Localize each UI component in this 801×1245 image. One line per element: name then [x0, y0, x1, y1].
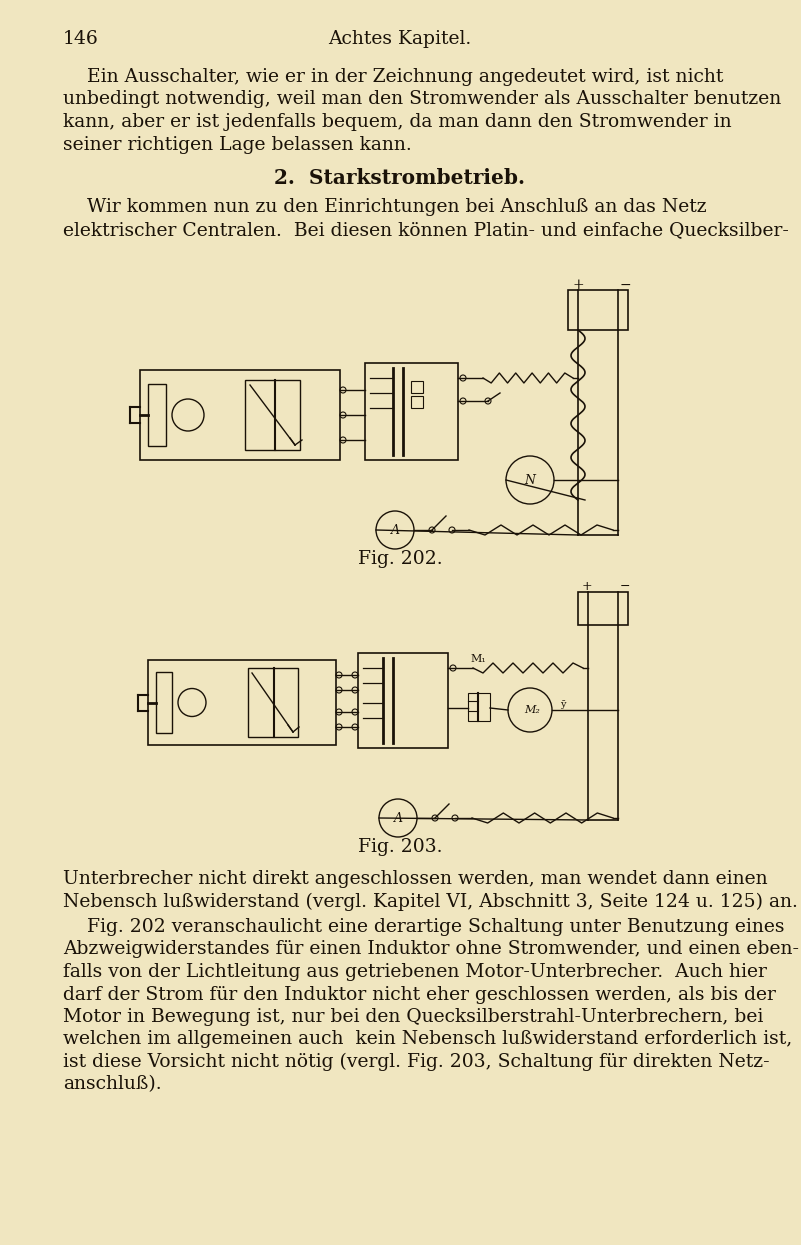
Text: seiner richtigen Lage belassen kann.: seiner richtigen Lage belassen kann. [63, 136, 412, 153]
Text: elektrischer Centralen.  Bei diesen können Platin- und einfache Quecksilber-: elektrischer Centralen. Bei diesen könne… [63, 222, 789, 239]
Text: ist diese Vorsicht nicht nötig (vergl. Fig. 203, Schaltung für direkten Netz-: ist diese Vorsicht nicht nötig (vergl. F… [63, 1053, 770, 1071]
Text: A: A [393, 812, 402, 824]
Bar [140, 370, 340, 459]
Text: Motor in Bewegung ist, nur bei den Quecksilberstrahl-Unterbrechern, bei: Motor in Bewegung ist, nur bei den Queck… [63, 1008, 763, 1026]
Bar [468, 693, 490, 721]
Text: +: + [582, 580, 593, 593]
Bar [578, 593, 628, 625]
Text: welchen im allgemeinen auch  kein Nebensch lußwiderstand erforderlich ist,: welchen im allgemeinen auch kein Nebensc… [63, 1031, 792, 1048]
Text: −: − [620, 278, 632, 293]
Text: Wir kommen nun zu den Einrichtungen bei Anschluß an das Netz: Wir kommen nun zu den Einrichtungen bei … [63, 198, 706, 217]
Text: ȳ: ȳ [560, 700, 566, 708]
Text: Fig. 202 veranschaulicht eine derartige Schaltung unter Benutzung eines: Fig. 202 veranschaulicht eine derartige … [63, 918, 784, 936]
Text: A: A [391, 523, 400, 537]
Text: 146: 146 [63, 30, 99, 49]
Text: kann, aber er ist jedenfalls bequem, da man dann den Stromwender in: kann, aber er ist jedenfalls bequem, da … [63, 113, 731, 131]
Text: M₁: M₁ [470, 654, 485, 664]
Bar [248, 669, 298, 737]
Text: +: + [572, 278, 584, 293]
Bar [148, 660, 336, 745]
Text: Achtes Kapitel.: Achtes Kapitel. [328, 30, 472, 49]
Bar [365, 364, 458, 459]
Text: −: − [620, 580, 630, 593]
Text: unbedingt notwendig, weil man den Stromwender als Ausschalter benutzen: unbedingt notwendig, weil man den Stromw… [63, 91, 781, 108]
Text: falls von der Lichtleitung aus getriebenen Motor-Unterbrecher.  Auch hier: falls von der Lichtleitung aus getrieben… [63, 962, 767, 981]
Bar [411, 381, 423, 393]
Text: Fig. 202.: Fig. 202. [358, 550, 442, 568]
Text: Nebensch lußwiderstand (vergl. Kapitel VI, Abschnitt 3, Seite 124 u. 125) an.: Nebensch lußwiderstand (vergl. Kapitel V… [63, 893, 798, 911]
Bar [156, 672, 172, 733]
Text: M₂: M₂ [524, 705, 540, 715]
Bar [245, 380, 300, 449]
Bar [568, 290, 628, 330]
Text: Ein Ausschalter, wie er in der Zeichnung angedeutet wird, ist nicht: Ein Ausschalter, wie er in der Zeichnung… [63, 68, 723, 86]
Bar [358, 652, 448, 748]
Text: N: N [525, 473, 536, 487]
Text: Fig. 203.: Fig. 203. [358, 838, 442, 857]
Text: darf der Strom für den Induktor nicht eher geschlossen werden, als bis der: darf der Strom für den Induktor nicht eh… [63, 986, 776, 1003]
Bar [148, 383, 166, 446]
Bar [411, 396, 423, 408]
Text: Abzweigwiderstandes für einen Induktor ohne Stromwender, und einen eben-: Abzweigwiderstandes für einen Induktor o… [63, 940, 799, 959]
Text: anschluß).: anschluß). [63, 1076, 162, 1093]
Text: Unterbrecher nicht direkt angeschlossen werden, man wendet dann einen: Unterbrecher nicht direkt angeschlossen … [63, 870, 767, 888]
Text: 2.  Starkstrombetrieb.: 2. Starkstrombetrieb. [275, 168, 525, 188]
